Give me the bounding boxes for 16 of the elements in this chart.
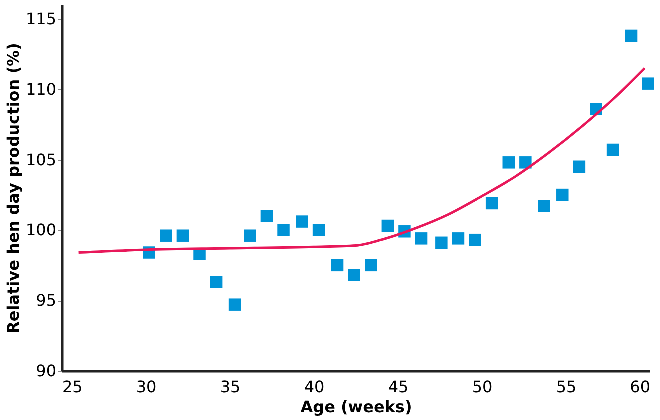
x-axis-title: Age (weeks) bbox=[300, 398, 412, 416]
x-tick-label: 30 bbox=[136, 378, 157, 396]
y-tick-label: 90 bbox=[36, 362, 56, 380]
y-tick-label: 110 bbox=[26, 80, 56, 99]
x-tick-label: 60 bbox=[630, 378, 650, 396]
x-tick-label: 50 bbox=[472, 378, 493, 396]
y-axis-title: Relative hen day production (%) bbox=[4, 43, 23, 334]
x-tick-label: 25 bbox=[62, 378, 83, 396]
y-tick-label: 115 bbox=[26, 10, 56, 29]
y-tick-label: 100 bbox=[26, 220, 56, 240]
y-tick-label: 105 bbox=[26, 150, 56, 170]
y-tick-label: 95 bbox=[36, 291, 56, 310]
x-tick-label: 40 bbox=[304, 378, 325, 396]
x-tick-label: 45 bbox=[388, 378, 409, 396]
x-tick-label: 35 bbox=[220, 378, 241, 396]
x-tick-label: 55 bbox=[556, 378, 577, 396]
